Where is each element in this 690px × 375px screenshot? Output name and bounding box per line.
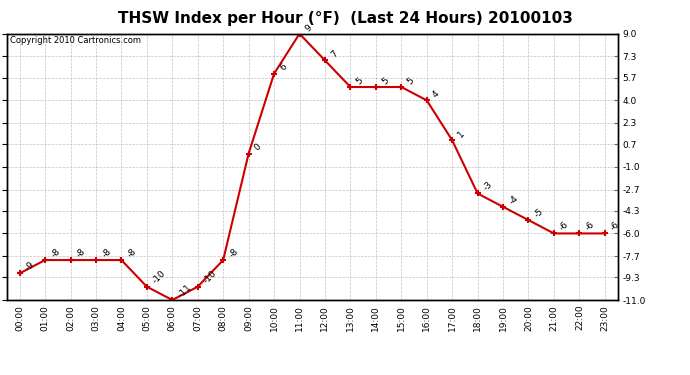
Text: 7: 7	[329, 49, 339, 60]
Text: -6: -6	[584, 220, 596, 232]
Text: -6: -6	[558, 220, 571, 232]
Text: 5: 5	[380, 76, 391, 86]
Text: 0: 0	[253, 142, 263, 153]
Text: 5: 5	[355, 76, 365, 86]
Text: -8: -8	[49, 246, 62, 259]
Text: -8: -8	[75, 246, 88, 259]
Text: -8: -8	[227, 246, 240, 259]
Text: THSW Index per Hour (°F)  (Last 24 Hours) 20100103: THSW Index per Hour (°F) (Last 24 Hours)…	[117, 11, 573, 26]
Text: -8: -8	[100, 246, 113, 259]
Text: -3: -3	[482, 180, 495, 193]
Text: -6: -6	[609, 220, 622, 232]
Text: -10: -10	[202, 269, 219, 286]
Text: 6: 6	[278, 63, 288, 73]
Text: -9: -9	[23, 260, 37, 273]
Text: -11: -11	[177, 282, 193, 299]
Text: 1: 1	[456, 129, 466, 140]
Text: Copyright 2010 Cartronics.com: Copyright 2010 Cartronics.com	[10, 36, 141, 45]
Text: -4: -4	[507, 194, 520, 206]
Text: 9: 9	[304, 22, 314, 33]
Text: -8: -8	[126, 246, 138, 259]
Text: 4: 4	[431, 89, 441, 99]
Text: -10: -10	[151, 269, 168, 286]
Text: -5: -5	[533, 207, 545, 219]
Text: 5: 5	[406, 76, 416, 86]
